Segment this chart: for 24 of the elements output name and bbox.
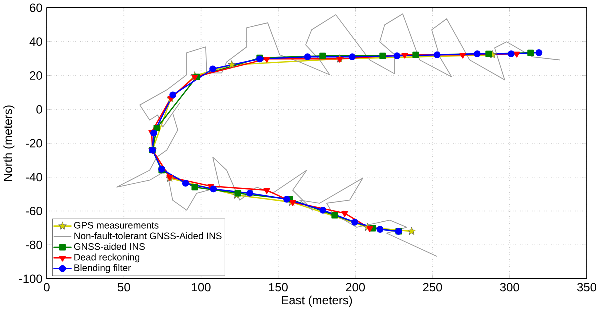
legend-label: Dead reckoning: [74, 254, 140, 263]
y-tick-label: -80: [26, 240, 42, 250]
x-tick-label: 0: [44, 283, 50, 292]
legend-label: GPS measurements: [74, 222, 159, 229]
x-tick-label: 250: [423, 283, 442, 292]
y-tick-label: -60: [26, 207, 42, 216]
x-tick-label: 100: [192, 283, 211, 292]
y-tick-label: 40: [30, 38, 42, 46]
legend-label: Blending filter: [74, 264, 132, 274]
y-tick-label: 60: [30, 4, 42, 12]
legend-label: GNSS-aided INS: [74, 243, 145, 250]
y-tick-label: 0: [36, 105, 42, 114]
x-tick-label: 200: [346, 283, 366, 292]
x-axis-title: East (meters): [282, 296, 352, 307]
y-tick-label: -40: [26, 173, 42, 182]
x-tick-label: 150: [269, 283, 288, 292]
y-axis-title: North (meters): [4, 106, 15, 182]
x-tick-label: 50: [118, 283, 130, 292]
y-tick-label: -100: [19, 274, 42, 284]
x-tick-label: 300: [500, 283, 520, 292]
y-tick-label: -20: [26, 139, 42, 148]
legend-label: Non-fault-tolerant GNSS-Aided INS: [74, 232, 222, 240]
y-tick-label: 20: [30, 72, 42, 80]
x-tick-label: 350: [577, 283, 597, 292]
